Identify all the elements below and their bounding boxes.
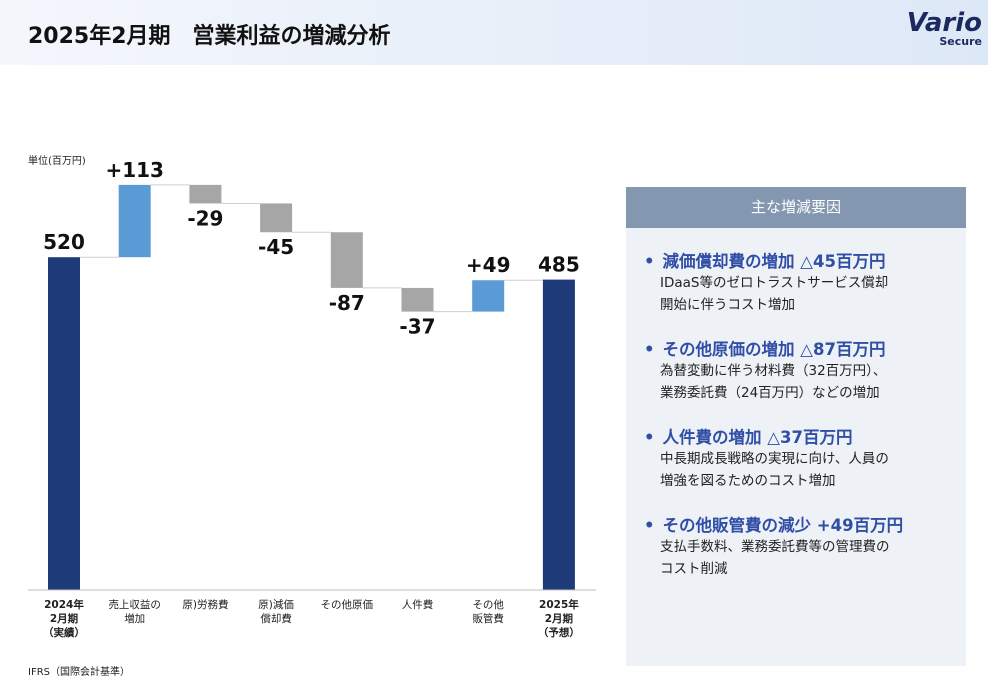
factor-panel: 主な増減要因 減価償却費の増加 △45百万円 IDaaS等のゼロトラストサービス償…	[626, 187, 966, 666]
x-tick-line: 償却費	[260, 612, 292, 625]
x-tick-label: 2025年 2月期（予想）	[538, 598, 580, 639]
factor-text: 開始に伴うコスト増加	[660, 297, 795, 313]
factor-text: 業務委託費（24百万円）などの増加	[660, 385, 880, 401]
x-tick-line: 増加	[124, 612, 145, 625]
panel-title: 主な増減要因	[626, 187, 966, 228]
x-tick-label: 原)減価償却費	[258, 598, 294, 625]
x-tick-line: 原)労務費	[182, 598, 228, 611]
x-tick-line: 人件費	[402, 598, 434, 611]
bar	[472, 280, 505, 312]
x-tick-line: （予想）	[538, 626, 580, 639]
header-band	[0, 0, 988, 65]
value-label: -87	[329, 291, 365, 315]
value-label: +113	[105, 158, 164, 182]
factor-item: 減価償却費の増加 △45百万円 IDaaS等のゼロトラストサービス償却開始に伴うコ…	[644, 228, 966, 316]
x-tick-line: （実績）	[43, 626, 85, 639]
factor-text: コスト削減	[660, 561, 728, 577]
x-tick-line: 2024年	[44, 598, 84, 611]
factor-heading: 人件費の増加 △37百万円	[644, 424, 966, 448]
x-tick-line: 2月期	[50, 612, 78, 625]
footnote: IFRS（国際会計基準）	[28, 667, 130, 678]
x-tick-label: 人件費	[402, 598, 434, 611]
factor-text: IDaaS等のゼロトラストサービス償却	[660, 275, 889, 291]
unit-label: 単位(百万円)	[28, 156, 86, 167]
logo-sub: Secure	[939, 35, 982, 48]
value-label: -45	[258, 235, 294, 259]
x-tick-line: 販管費	[472, 612, 504, 625]
x-tick-line: その他	[472, 598, 504, 611]
x-tick-line: 2月期	[545, 612, 573, 625]
value-label: -37	[399, 315, 435, 339]
logo-name: Vario	[906, 8, 982, 38]
x-tick-label: 売上収益の増加	[108, 598, 161, 625]
factor-text: 支払手数料、業務委託費等の管理費の	[660, 539, 890, 555]
x-tick-line: その他原価	[321, 598, 374, 611]
bar	[118, 184, 151, 258]
factor-item: 人件費の増加 △37百万円中長期成長戦略の実現に向け、人員の増強を図るためのコス…	[644, 404, 966, 492]
bar	[189, 184, 222, 204]
factor-heading: その他原価の増加 △87百万円	[644, 336, 966, 360]
x-tick-line: 2025年	[539, 598, 579, 611]
x-tick-line: 原)減価	[258, 598, 294, 611]
factor-text: 増強を図るためのコスト増加	[660, 473, 836, 489]
x-tick-label: その他販管費	[472, 598, 504, 625]
bar	[401, 287, 434, 312]
factor-heading: 減価償却費の増加 △45百万円	[644, 248, 966, 272]
value-label: +49	[466, 253, 511, 277]
factor-text: 中長期成長戦略の実現に向け、人員の	[660, 451, 889, 467]
bar	[542, 279, 575, 590]
x-tick-label: 2024年 2月期（実績）	[43, 598, 85, 639]
logo: Vario Secure	[907, 10, 982, 47]
factor-heading: その他販管費の減少 +49百万円	[644, 512, 966, 536]
value-label: 520	[43, 230, 85, 254]
bar	[330, 232, 363, 288]
value-label: 485	[538, 253, 580, 277]
factor-text: 為替変動に伴う材料費（32百万円）、	[660, 363, 887, 379]
slide-title: 2025年2月期 営業利益の増減分析	[28, 24, 391, 49]
x-tick-label: その他原価	[321, 598, 374, 611]
bar	[260, 203, 293, 233]
x-tick-label: 原)労務費	[182, 598, 228, 611]
bar	[48, 257, 80, 590]
factor-item: その他原価の増加 △87百万円為替変動に伴う材料費（32百万円）、業務委託費（2…	[644, 316, 966, 404]
x-tick-line: 売上収益の	[108, 598, 161, 611]
value-label: -29	[187, 206, 223, 230]
